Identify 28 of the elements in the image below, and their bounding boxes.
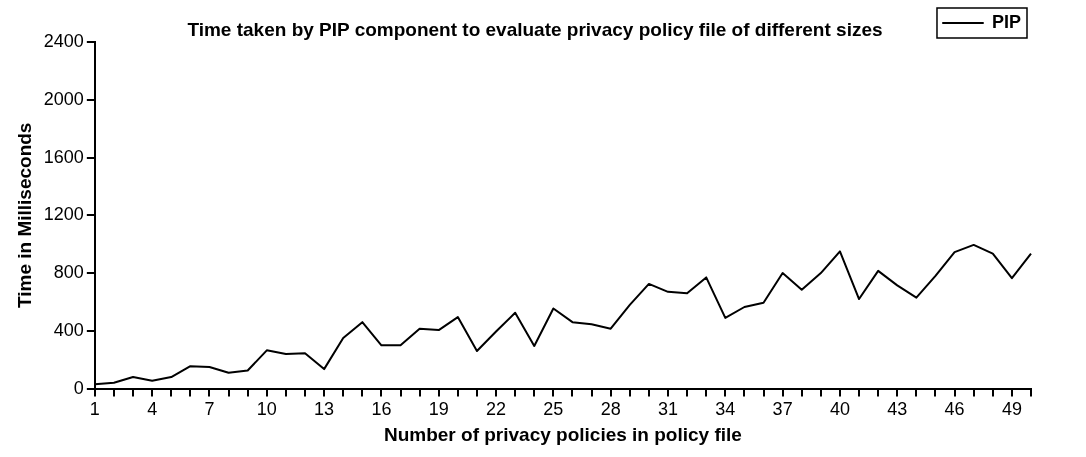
x-tick-label: 25 bbox=[543, 399, 564, 420]
x-tick-label: 16 bbox=[371, 399, 392, 420]
x-tick-label: 49 bbox=[1001, 399, 1022, 420]
x-tick-label: 46 bbox=[944, 399, 965, 420]
x-tick-label: 37 bbox=[772, 399, 793, 420]
chart-title: Time taken by PIP component to evaluate privacy policy file of different sizes bbox=[186, 18, 884, 41]
x-tick-label: 22 bbox=[486, 399, 507, 420]
y-tick-label: 2400 bbox=[43, 30, 84, 51]
y-tick-label: 1600 bbox=[43, 146, 84, 167]
y-tick-label: 1200 bbox=[43, 204, 84, 225]
y-tick-label: 0 bbox=[73, 377, 84, 398]
y-tick-label: 800 bbox=[53, 262, 84, 283]
x-tick-label: 40 bbox=[829, 399, 850, 420]
x-tick-label: 13 bbox=[314, 399, 335, 420]
x-tick-label: 28 bbox=[600, 399, 621, 420]
x-tick-label: 43 bbox=[887, 399, 908, 420]
x-tick-label: 10 bbox=[256, 399, 277, 420]
x-tick-label: 34 bbox=[715, 399, 736, 420]
y-tick-label: 2000 bbox=[43, 88, 84, 109]
x-tick-label: 1 bbox=[89, 399, 100, 420]
x-tick-label: 4 bbox=[147, 399, 158, 420]
y-axis-title: Time in Milliseconds bbox=[13, 122, 35, 309]
y-tick-label: 400 bbox=[53, 319, 84, 340]
x-tick-label: 19 bbox=[428, 399, 449, 420]
x-tick-label: 31 bbox=[657, 399, 679, 420]
x-tick-label: 7 bbox=[204, 399, 215, 420]
x-axis-title: Number of privacy policies in policy file bbox=[383, 423, 742, 445]
legend-label: PIP bbox=[991, 11, 1021, 32]
